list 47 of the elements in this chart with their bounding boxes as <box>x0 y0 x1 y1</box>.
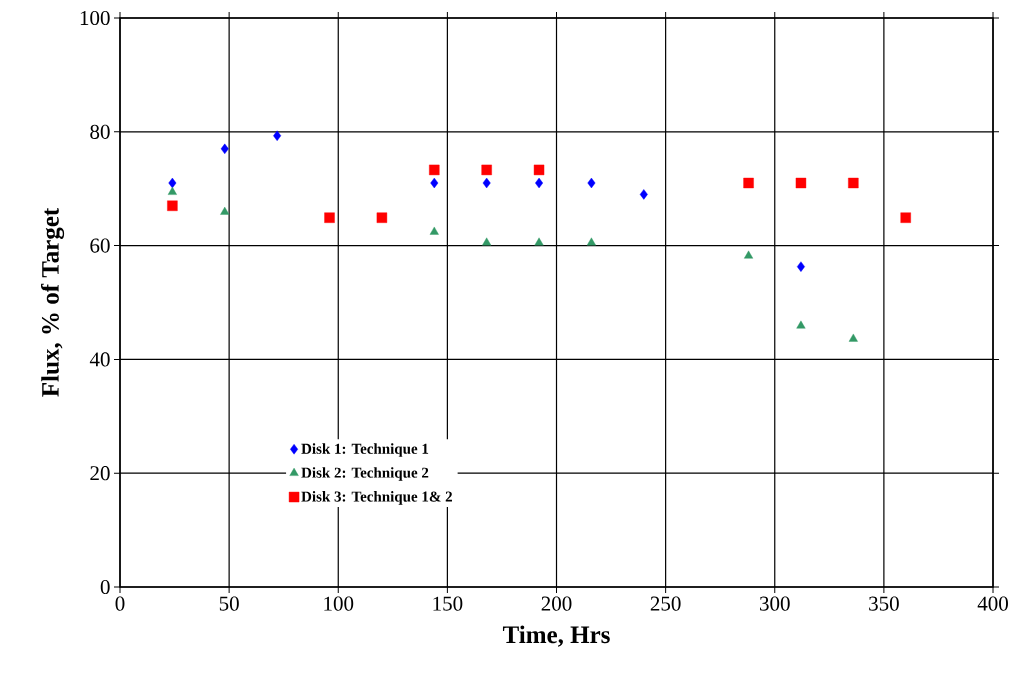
x-tick-label: 300 <box>760 596 790 611</box>
y-tick-label: 60 <box>90 238 110 253</box>
point <box>534 237 544 246</box>
legend-label: Disk 2: Technique 2 <box>301 467 429 481</box>
legend-label: Disk 1: Technique 1 <box>301 443 429 457</box>
point <box>848 177 859 189</box>
point <box>743 177 754 189</box>
point <box>797 261 805 272</box>
legend-label: Disk 3: Technique 1& 2 <box>301 491 452 505</box>
x-tick-label: 0 <box>115 596 125 611</box>
point <box>482 177 491 189</box>
point <box>482 237 492 246</box>
point <box>796 320 806 329</box>
point <box>848 333 858 342</box>
x-tick-label: 400 <box>977 596 1008 611</box>
point <box>220 143 229 155</box>
x-tick-label: 350 <box>869 596 899 611</box>
point <box>587 177 596 189</box>
point <box>376 212 388 223</box>
point <box>273 130 282 141</box>
point <box>167 186 177 195</box>
point <box>220 206 230 215</box>
point <box>430 177 439 189</box>
point <box>795 177 807 189</box>
x-axis-title: Time, Hrs <box>502 625 610 647</box>
point <box>481 164 492 176</box>
x-tick-label: 100 <box>324 596 354 611</box>
point <box>639 189 648 200</box>
point <box>168 177 177 189</box>
point <box>167 200 178 211</box>
y-tick-label: 20 <box>90 466 110 481</box>
x-tick-label: 150 <box>433 596 463 611</box>
point <box>744 250 754 259</box>
y-axis-title: Flux, % of Target <box>40 207 65 397</box>
x-tick-label: 200 <box>541 596 572 611</box>
x-tick-label: 50 <box>219 596 239 611</box>
point <box>429 226 439 235</box>
x-tick-label: 250 <box>650 596 681 611</box>
y-tick-label: 40 <box>89 352 110 367</box>
y-tick-label: 100 <box>80 10 110 26</box>
point <box>900 212 911 223</box>
point <box>324 212 335 223</box>
point <box>429 164 440 176</box>
point <box>533 164 545 176</box>
point <box>586 237 596 246</box>
y-tick-label: 0 <box>100 579 110 595</box>
y-tick-label: 80 <box>90 124 110 139</box>
